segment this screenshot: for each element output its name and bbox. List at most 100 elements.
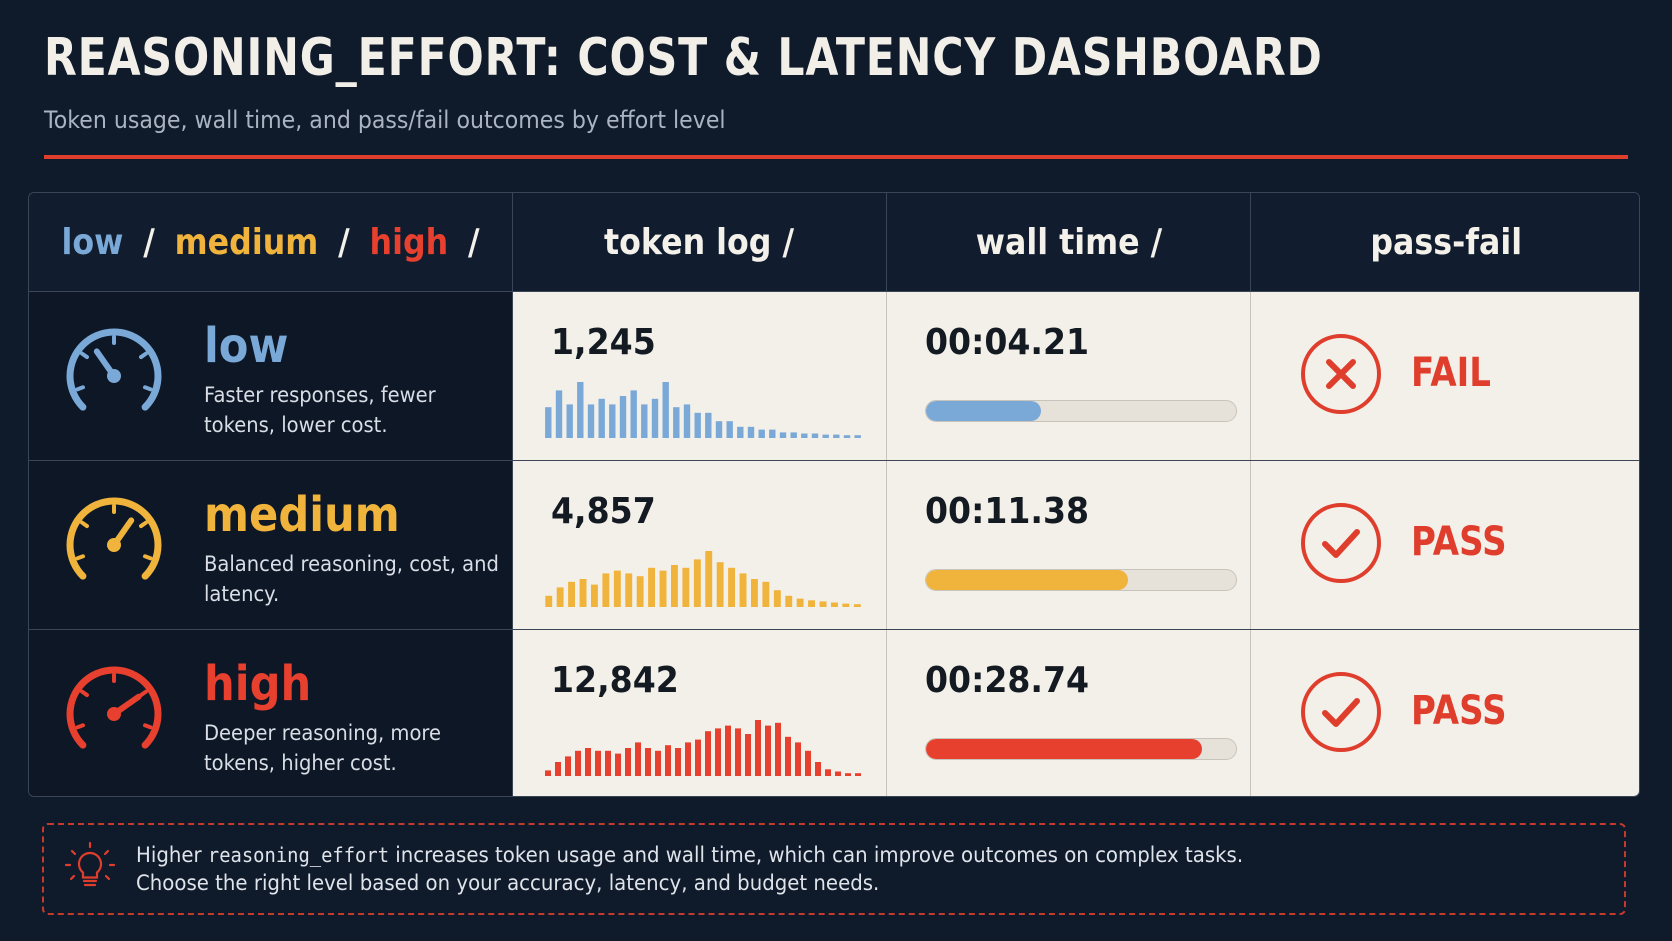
note-line-1-pre: Higher (136, 843, 208, 867)
sparkline-bar (591, 584, 598, 607)
sparkline-bar (602, 573, 610, 607)
sparkline-bar (779, 432, 787, 438)
sparkline-bar (575, 750, 581, 776)
sparkline-bar (716, 562, 724, 607)
pass-fail-header: pass-fail (1251, 193, 1639, 291)
sparkline-bar (751, 579, 758, 607)
sparkline-bar (843, 435, 851, 438)
sparkline-bar (785, 736, 791, 776)
sparkline-bar (762, 581, 770, 607)
sparkline-bar (566, 404, 573, 438)
sparkline-bar (747, 426, 755, 438)
sparkline-bar (833, 434, 840, 438)
wall-time-bar (925, 738, 1237, 760)
sparkline-bar (737, 426, 744, 438)
token-log-cell: 4,857 (513, 461, 887, 629)
page-subtitle: Token usage, wall time, and pass/fail ou… (44, 106, 726, 134)
sparkline-bar (796, 598, 804, 607)
effort-level-description: Faster responses, fewer tokens, lower co… (204, 383, 436, 437)
effort-table: low / medium / high / token log / wall t… (28, 192, 1640, 797)
sparkline-bar (855, 773, 861, 776)
effort-column-header: low / medium / high / (29, 193, 513, 291)
sparkline-bar (671, 565, 678, 607)
x-circle-icon (1301, 334, 1381, 414)
sparkline-bar (695, 739, 701, 776)
note-code: reasoning_effort (207, 843, 390, 867)
sparkline-bar (630, 390, 637, 438)
wall-time-header-label: wall time / (975, 221, 1162, 263)
header-low: low (61, 221, 124, 263)
sparkline-bar (545, 407, 552, 438)
sparkline-bar (556, 587, 564, 607)
sparkline-bar (579, 579, 587, 607)
sparkline-bar (795, 742, 801, 776)
sparkline-bar (545, 770, 551, 776)
sparkline-bar (655, 750, 661, 776)
gauge-icon (66, 666, 162, 749)
pass-fail-cell: PASS (1251, 461, 1639, 629)
sparkline-bar (555, 390, 563, 438)
sparkline-bar (636, 576, 644, 607)
sparkline-bar (831, 602, 838, 607)
sparkline-bar (568, 581, 575, 607)
sparkline-bar (625, 748, 631, 776)
pass-fail-cell: PASS (1251, 630, 1639, 796)
effort-level-name: low (204, 318, 289, 374)
sparkline-bar (773, 590, 781, 607)
token-sparkline (545, 382, 861, 438)
pass-fail-header-label: pass-fail (1370, 221, 1522, 263)
sparkline-bar (662, 382, 669, 438)
effort-level-name: high (204, 656, 312, 712)
token-count: 1,245 (551, 322, 656, 363)
sparkline-bar (613, 570, 621, 607)
sparkline-bar (715, 728, 721, 776)
effort-cell: high Deeper reasoning, more tokens, high… (29, 630, 513, 796)
sparkline-bar (726, 421, 733, 438)
effort-level-description: Deeper reasoning, more tokens, higher co… (204, 721, 442, 775)
sparkline-bar (577, 382, 584, 438)
wall-time-bar-fill (926, 401, 1041, 421)
sparkline-bar (842, 603, 850, 607)
outcome-label: FAIL (1411, 350, 1491, 396)
sparkline-bar (765, 725, 771, 776)
gauge-icon (66, 328, 162, 411)
wall-time-bar-fill (926, 570, 1128, 590)
sparkline-bar (615, 753, 621, 776)
sparkline-bar (715, 421, 723, 438)
sparkline-bar (565, 756, 571, 776)
sparkline-bar (545, 595, 553, 607)
gauge-icon (66, 497, 162, 580)
table-row: low Faster responses, fewer tokens, lowe… (29, 291, 1639, 460)
outcome-label: PASS (1411, 688, 1507, 734)
wall-time-cell: 00:11.38 (887, 461, 1251, 629)
sparkline-bar (665, 745, 671, 776)
sparkline-bar (625, 573, 633, 607)
token-log-cell: 12,842 (513, 630, 887, 796)
sparkline-bar (587, 404, 595, 438)
wall-time-value: 00:04.21 (925, 322, 1090, 363)
lightbulb-icon (64, 841, 116, 887)
sparkline-bar (555, 762, 561, 776)
token-sparkline (545, 720, 861, 776)
sparkline-bar (635, 742, 641, 776)
sparkline-bar (745, 734, 751, 776)
sparkline-bar (659, 570, 667, 607)
sparkline-bar (683, 404, 691, 438)
sparkline-bar (651, 398, 659, 438)
sparkline-bar (801, 433, 808, 438)
wall-time-cell: 00:04.21 (887, 292, 1251, 460)
sparkline-bar (728, 567, 735, 607)
sparkline-bar (694, 412, 701, 438)
sparkline-bar (705, 412, 712, 438)
sparkline-bar (595, 750, 601, 776)
check-circle-icon (1301, 672, 1381, 752)
header-medium: medium (174, 221, 319, 263)
check-circle-icon (1301, 503, 1381, 583)
sparkline-bar (805, 750, 811, 776)
header-sep: / (338, 221, 350, 263)
sparkline-bar (755, 720, 761, 776)
effort-level-name: medium (204, 487, 400, 543)
sparkline-bar (825, 769, 831, 776)
sparkline-bar (693, 559, 701, 607)
sparkline-bar (585, 748, 591, 776)
